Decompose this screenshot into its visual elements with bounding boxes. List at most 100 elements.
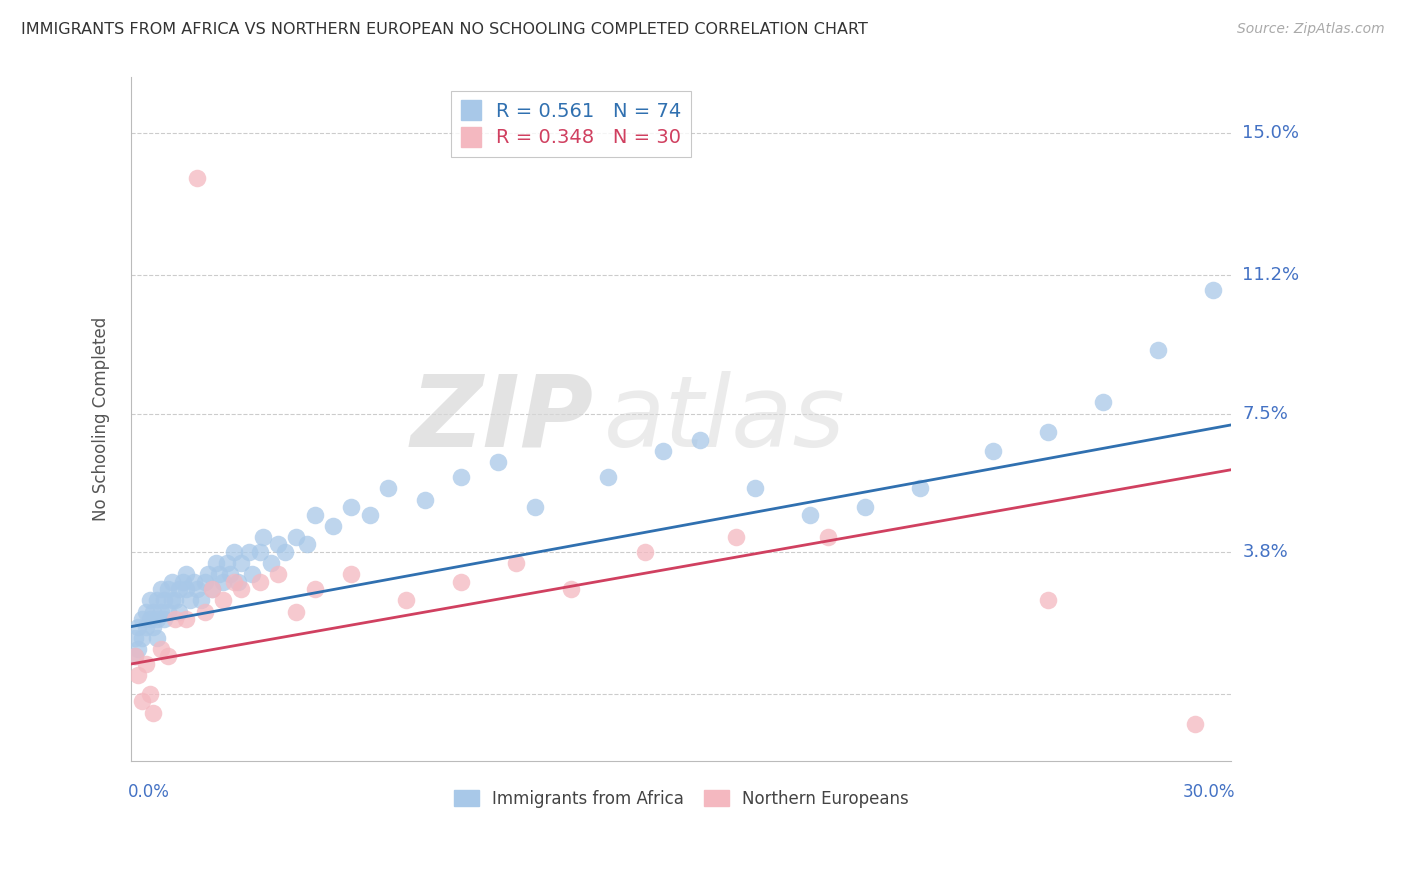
Point (1036, 425, 1059, 440)
Text: atlas: atlas (605, 371, 846, 467)
Point (138, 593, 160, 607)
Point (395, 593, 418, 607)
Point (231, 582, 253, 597)
Point (285, 605, 308, 619)
Point (231, 556, 253, 570)
Point (165, 593, 187, 607)
Point (249, 545, 271, 559)
Text: 3.8%: 3.8% (1243, 543, 1288, 561)
Point (160, 574, 183, 589)
Point (215, 556, 238, 570)
Text: 15.0%: 15.0% (1243, 125, 1299, 143)
Point (124, 649, 146, 664)
Point (172, 574, 194, 589)
Point (128, 642, 150, 657)
Point (267, 567, 290, 582)
Point (167, 605, 190, 619)
Point (193, 574, 215, 589)
Point (124, 649, 146, 664)
Point (193, 605, 215, 619)
Point (799, 508, 821, 522)
Legend: Immigrants from Africa, Northern Europeans: Immigrants from Africa, Northern Europea… (447, 783, 915, 814)
Point (252, 530, 274, 544)
Point (211, 593, 233, 607)
Point (146, 612, 169, 626)
Point (167, 582, 190, 597)
Point (156, 582, 179, 597)
Point (124, 631, 146, 645)
Point (138, 687, 160, 701)
Point (652, 444, 675, 458)
Point (186, 582, 208, 597)
Point (156, 649, 179, 664)
Point (853, 500, 876, 514)
Point (146, 631, 169, 645)
Point (359, 508, 381, 522)
Point (744, 481, 766, 495)
Point (135, 619, 157, 633)
Text: 11.2%: 11.2% (1243, 267, 1299, 285)
Point (274, 545, 297, 559)
Point (142, 605, 165, 619)
Point (211, 574, 233, 589)
Point (340, 567, 363, 582)
Text: 30.0%: 30.0% (1182, 783, 1234, 802)
Point (190, 593, 212, 607)
Point (817, 530, 839, 544)
Point (219, 567, 242, 582)
Y-axis label: No Schooling Completed: No Schooling Completed (93, 318, 110, 522)
Point (138, 612, 160, 626)
Point (267, 537, 290, 551)
Point (174, 582, 197, 597)
Point (226, 574, 249, 589)
Point (238, 545, 260, 559)
Point (413, 492, 436, 507)
Point (201, 582, 224, 597)
Point (153, 593, 176, 607)
Point (197, 567, 219, 582)
Point (222, 545, 245, 559)
Point (596, 470, 619, 484)
Text: IMMIGRANTS FROM AFRICA VS NORTHERN EUROPEAN NO SCHOOLING COMPLETED CORRELATION C: IMMIGRANTS FROM AFRICA VS NORTHERN EUROP… (21, 22, 868, 37)
Point (204, 556, 226, 570)
Point (165, 612, 187, 626)
Point (149, 582, 172, 597)
Point (131, 631, 153, 645)
Point (322, 518, 344, 533)
Point (179, 593, 201, 607)
Point (450, 574, 472, 589)
Point (450, 470, 472, 484)
Point (201, 582, 224, 597)
Point (149, 642, 172, 657)
Text: 7.5%: 7.5% (1243, 405, 1288, 423)
Point (160, 593, 183, 607)
Point (135, 605, 157, 619)
Point (174, 567, 197, 582)
Point (295, 537, 318, 551)
Point (505, 556, 527, 570)
Point (285, 530, 308, 544)
Point (908, 481, 931, 495)
Point (128, 668, 150, 682)
Point (304, 582, 326, 597)
Text: ZIP: ZIP (411, 371, 593, 467)
Point (560, 582, 582, 597)
Point (725, 530, 748, 544)
Point (142, 619, 165, 633)
Point (174, 612, 197, 626)
Point (156, 605, 179, 619)
Point (1202, 284, 1225, 298)
Point (1184, 716, 1206, 731)
Point (689, 433, 711, 447)
Point (183, 574, 205, 589)
Point (208, 567, 231, 582)
Point (131, 612, 153, 626)
Text: 0.0%: 0.0% (128, 783, 169, 802)
Point (1147, 343, 1170, 358)
Point (146, 593, 169, 607)
Point (153, 612, 176, 626)
Point (131, 694, 153, 708)
Point (249, 574, 271, 589)
Point (377, 481, 399, 495)
Point (142, 706, 165, 720)
